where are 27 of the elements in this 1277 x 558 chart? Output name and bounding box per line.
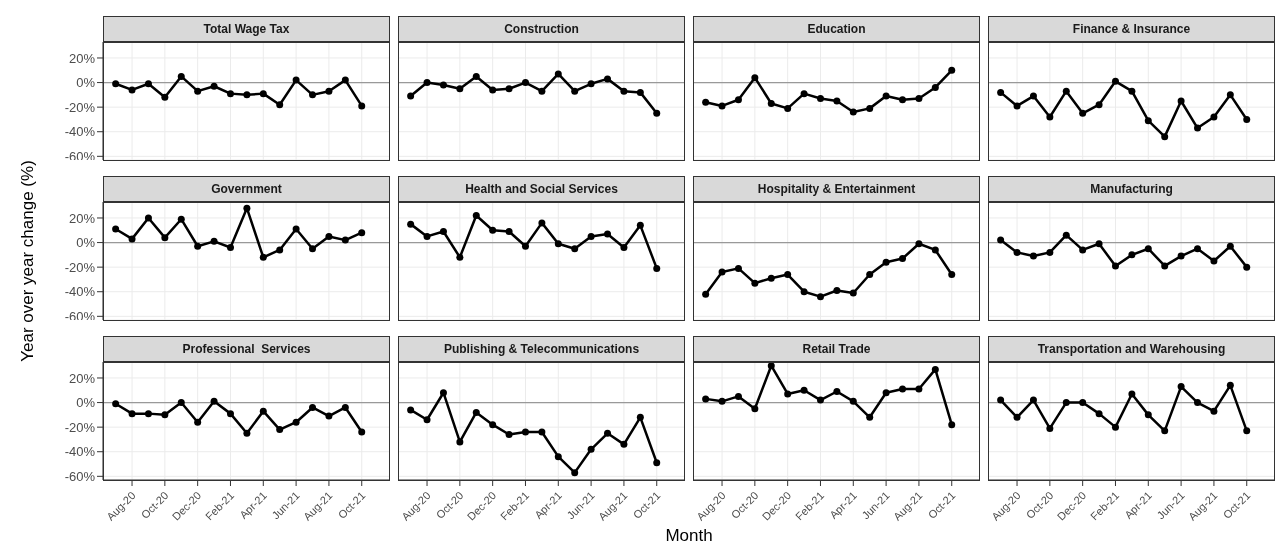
chart-title: Professional Services [103, 336, 390, 362]
chart-title: Retail Trade [693, 336, 980, 362]
y-tick-label: 0% [76, 395, 96, 411]
x-axis-title: Month [664, 526, 714, 546]
y-tick-label: -40% [64, 444, 96, 460]
chart-title: Education [693, 16, 980, 42]
chart-title: Finance & Insurance [988, 16, 1275, 42]
chart-title: Total Wage Tax [103, 16, 390, 42]
y-tick-label: -40% [64, 284, 96, 300]
y-tick-label: -40% [64, 124, 96, 140]
y-tick-label: -60% [64, 468, 96, 484]
chart-title: Government [103, 176, 390, 202]
chart-title: Construction [398, 16, 685, 42]
y-tick-label: 0% [76, 235, 96, 251]
y-tick-label: 20% [68, 210, 96, 226]
chart-title: Publishing & Telecommunications [398, 336, 685, 362]
y-tick-label: 20% [68, 50, 96, 66]
y-tick-label: -20% [64, 259, 96, 275]
y-tick-label: -20% [64, 99, 96, 115]
chart-title: Hospitality & Entertainment [693, 176, 980, 202]
y-tick-label: -20% [64, 419, 96, 435]
chart-title: Manufacturing [988, 176, 1275, 202]
y-tick-label: 20% [68, 370, 96, 386]
y-tick-label: 0% [76, 75, 96, 91]
chart-title: Transportation and Warehousing [988, 336, 1275, 362]
y-axis-title: Year over year change (%) [18, 159, 38, 364]
chart-title: Health and Social Services [398, 176, 685, 202]
